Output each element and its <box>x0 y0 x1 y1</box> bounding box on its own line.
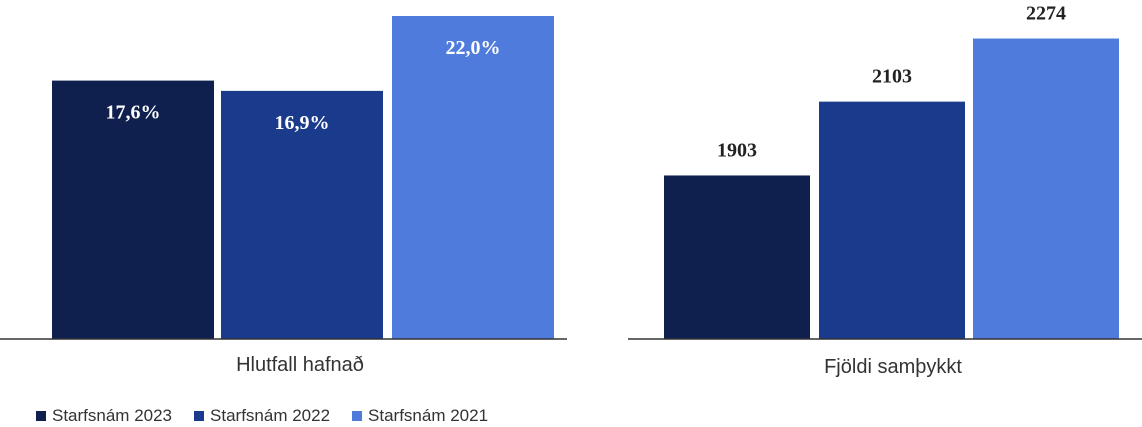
legend-item-2023: Starfsnám 2023 <box>36 406 172 426</box>
bar-2021 <box>973 38 1119 340</box>
legend-swatch-2022 <box>194 411 205 421</box>
bar-2022 <box>221 90 383 339</box>
right-chart-fjoldi-samthykkt: 1903 2103 2274 Fjöldi samþykkt <box>628 3 1142 378</box>
left-chart-hlutfall-hafnad: 17,6% 16,9% 22,0% Hlutfall hafnað <box>0 16 567 376</box>
bar-2023 <box>52 80 214 339</box>
legend-item-2022: Starfsnám 2022 <box>194 406 330 426</box>
bar-2022 <box>819 101 965 339</box>
category-label: Hlutfall hafnað <box>236 354 364 376</box>
legend-label-2022: Starfsnám 2022 <box>210 406 331 425</box>
bar-2023 <box>664 175 810 339</box>
legend-label-2021: Starfsnám 2021 <box>368 406 489 425</box>
legend-label-2023: Starfsnám 2023 <box>52 406 173 425</box>
data-label-2022: 16,9% <box>275 112 330 134</box>
category-label: Fjöldi samþykkt <box>824 356 962 378</box>
legend-swatch-2021 <box>352 411 363 421</box>
bar-2021 <box>392 16 554 339</box>
data-label-2022: 2103 <box>872 66 912 88</box>
legend-swatch-2023 <box>36 411 46 421</box>
data-label-2021: 2274 <box>1026 3 1066 25</box>
legend: Starfsnám 2023 Starfsnám 2022 Starfsnám … <box>36 405 510 427</box>
data-label-2023: 17,6% <box>106 102 161 124</box>
data-label-2023: 1903 <box>717 139 757 161</box>
legend-item-2021: Starfsnám 2021 <box>352 406 488 426</box>
data-label-2021: 22,0% <box>446 37 501 59</box>
